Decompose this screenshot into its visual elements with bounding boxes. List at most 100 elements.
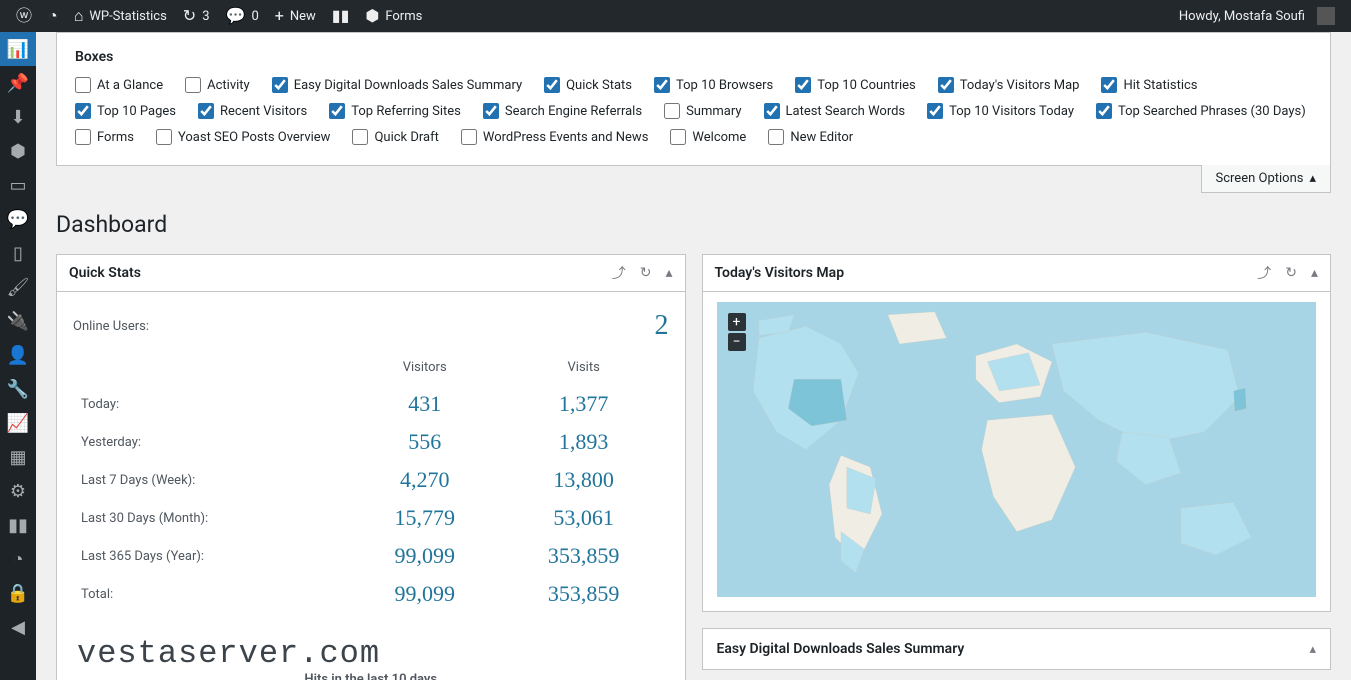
box-checkbox-4[interactable]: Top 10 Browsers bbox=[654, 77, 773, 93]
checkbox-input[interactable] bbox=[544, 77, 560, 93]
box-checkbox-21[interactable]: New Editor bbox=[768, 129, 853, 145]
box-checkbox-20[interactable]: Welcome bbox=[670, 129, 746, 145]
forms-label: Forms bbox=[385, 9, 422, 24]
box-checkbox-17[interactable]: Yoast SEO Posts Overview bbox=[156, 129, 330, 145]
sidebar-dashboard[interactable]: 📊 bbox=[0, 32, 36, 66]
box-checkbox-5[interactable]: Top 10 Countries bbox=[795, 77, 916, 93]
sidebar-stats[interactable]: ◔ bbox=[0, 542, 36, 576]
sidebar-appearance[interactable]: 🖌 bbox=[0, 270, 36, 304]
box-checkbox-15[interactable]: Top Searched Phrases (30 Days) bbox=[1096, 103, 1306, 119]
comments[interactable]: 💬0 bbox=[218, 0, 267, 32]
checkbox-label: Latest Search Words bbox=[786, 104, 906, 119]
toggle-icon[interactable]: ▴ bbox=[665, 265, 672, 281]
sidebar-collapse[interactable]: ◀ bbox=[0, 610, 36, 644]
checkbox-input[interactable] bbox=[461, 129, 477, 145]
box-checkbox-9[interactable]: Recent Visitors bbox=[198, 103, 307, 119]
box-checkbox-16[interactable]: Forms bbox=[75, 129, 134, 145]
home-icon: ⌂ bbox=[74, 8, 84, 24]
sidebar-security[interactable]: 🔒 bbox=[0, 576, 36, 610]
online-users-label: Online Users: bbox=[73, 319, 149, 334]
checkbox-input[interactable] bbox=[75, 103, 91, 119]
box-checkbox-7[interactable]: Hit Statistics bbox=[1101, 77, 1197, 93]
box-checkbox-6[interactable]: Today's Visitors Map bbox=[938, 77, 1080, 93]
yoast-item[interactable]: ▮▮ bbox=[324, 0, 358, 32]
box-checkbox-0[interactable]: At a Glance bbox=[75, 77, 163, 93]
checkbox-label: Hit Statistics bbox=[1123, 78, 1197, 93]
box-checkbox-3[interactable]: Quick Stats bbox=[544, 77, 632, 93]
sidebar-media[interactable]: ▭ bbox=[0, 168, 36, 202]
chart-icon: 📈 bbox=[7, 413, 29, 434]
map-refresh-icon[interactable]: ↻ bbox=[1285, 265, 1297, 281]
checkbox-input[interactable] bbox=[185, 77, 201, 93]
checkbox-input[interactable] bbox=[654, 77, 670, 93]
sidebar-settings[interactable]: ⚙ bbox=[0, 474, 36, 508]
sidebar-downloads[interactable]: ⬇ bbox=[0, 100, 36, 134]
site-name[interactable]: ⌂WP-Statistics bbox=[66, 0, 175, 32]
box-checkbox-14[interactable]: Top 10 Visitors Today bbox=[927, 103, 1074, 119]
checkbox-label: Top 10 Visitors Today bbox=[949, 104, 1074, 119]
postbox-container: Quick Stats ⤴ ↻ ▴ Online Users: 2 bbox=[56, 254, 1331, 680]
wrench-icon: 🔧 bbox=[7, 379, 29, 400]
media-icon: ▭ bbox=[9, 175, 26, 196]
stats-visits: 53,061 bbox=[499, 499, 669, 537]
forms-item[interactable]: ⬢Forms bbox=[357, 0, 430, 32]
checkbox-input[interactable] bbox=[1096, 103, 1112, 119]
checkbox-input[interactable] bbox=[75, 77, 91, 93]
zoom-in-button[interactable]: + bbox=[728, 313, 746, 331]
checkbox-input[interactable] bbox=[927, 103, 943, 119]
slides-icon: ▯ bbox=[13, 243, 23, 264]
sidebar-plugins[interactable]: 🔌 bbox=[0, 304, 36, 338]
box-checkbox-12[interactable]: Summary bbox=[664, 103, 741, 119]
checkbox-label: Easy Digital Downloads Sales Summary bbox=[294, 78, 522, 93]
stats-icon-item[interactable]: ◔ bbox=[40, 0, 66, 32]
sidebar-analytics[interactable]: 📈 bbox=[0, 406, 36, 440]
sidebar-users[interactable]: 👤 bbox=[0, 338, 36, 372]
checkbox-label: Top Referring Sites bbox=[351, 104, 461, 119]
account[interactable]: Howdy, Mostafa Soufi bbox=[1171, 0, 1343, 32]
checkbox-input[interactable] bbox=[352, 129, 368, 145]
box-checkbox-2[interactable]: Easy Digital Downloads Sales Summary bbox=[272, 77, 522, 93]
checkbox-input[interactable] bbox=[670, 129, 686, 145]
sidebar-seo[interactable]: ▮▮ bbox=[0, 508, 36, 542]
edd-toggle-icon[interactable]: ▴ bbox=[1309, 642, 1316, 657]
sidebar-tables[interactable]: ▦ bbox=[0, 440, 36, 474]
user-icon: 👤 bbox=[7, 345, 29, 366]
sidebar-products[interactable]: ⬢ bbox=[0, 134, 36, 168]
checkbox-input[interactable] bbox=[75, 129, 91, 145]
box-checkbox-13[interactable]: Latest Search Words bbox=[764, 103, 906, 119]
box-checkbox-8[interactable]: Top 10 Pages bbox=[75, 103, 176, 119]
checkbox-input[interactable] bbox=[329, 103, 345, 119]
sidebar-comments[interactable]: 💬 bbox=[0, 202, 36, 236]
export-icon[interactable]: ⤴ bbox=[612, 263, 626, 283]
updates[interactable]: ↻3 bbox=[175, 0, 218, 32]
new-content[interactable]: +New bbox=[267, 0, 324, 32]
checkbox-input[interactable] bbox=[272, 77, 288, 93]
checkbox-input[interactable] bbox=[764, 103, 780, 119]
box-checkbox-18[interactable]: Quick Draft bbox=[352, 129, 438, 145]
sidebar-posts[interactable]: 📌 bbox=[0, 66, 36, 100]
map-toggle-icon[interactable]: ▴ bbox=[1311, 265, 1318, 281]
sidebar-tools[interactable]: 🔧 bbox=[0, 372, 36, 406]
box-checkbox-19[interactable]: WordPress Events and News bbox=[461, 129, 649, 145]
edd-sales-box: Easy Digital Downloads Sales Summary ▴ bbox=[702, 628, 1332, 670]
checkbox-input[interactable] bbox=[768, 129, 784, 145]
checkbox-input[interactable] bbox=[1101, 77, 1117, 93]
checkbox-input[interactable] bbox=[483, 103, 499, 119]
checkbox-label: Recent Visitors bbox=[220, 104, 307, 119]
box-checkbox-11[interactable]: Search Engine Referrals bbox=[483, 103, 642, 119]
map-export-icon[interactable]: ⤴ bbox=[1257, 263, 1271, 283]
refresh-icon[interactable]: ↻ bbox=[640, 265, 652, 281]
checkbox-input[interactable] bbox=[156, 129, 172, 145]
box-checkbox-1[interactable]: Activity bbox=[185, 77, 250, 93]
box-checkbox-10[interactable]: Top Referring Sites bbox=[329, 103, 461, 119]
screen-options-button[interactable]: Screen Options ▴ bbox=[1201, 165, 1332, 193]
update-icon: ↻ bbox=[183, 8, 196, 24]
wp-logo[interactable]: ⓦ bbox=[8, 0, 40, 32]
world-map[interactable]: + − bbox=[717, 302, 1317, 597]
checkbox-input[interactable] bbox=[664, 103, 680, 119]
checkbox-input[interactable] bbox=[198, 103, 214, 119]
zoom-out-button[interactable]: − bbox=[728, 333, 746, 351]
checkbox-input[interactable] bbox=[795, 77, 811, 93]
checkbox-input[interactable] bbox=[938, 77, 954, 93]
sidebar-slides[interactable]: ▯ bbox=[0, 236, 36, 270]
